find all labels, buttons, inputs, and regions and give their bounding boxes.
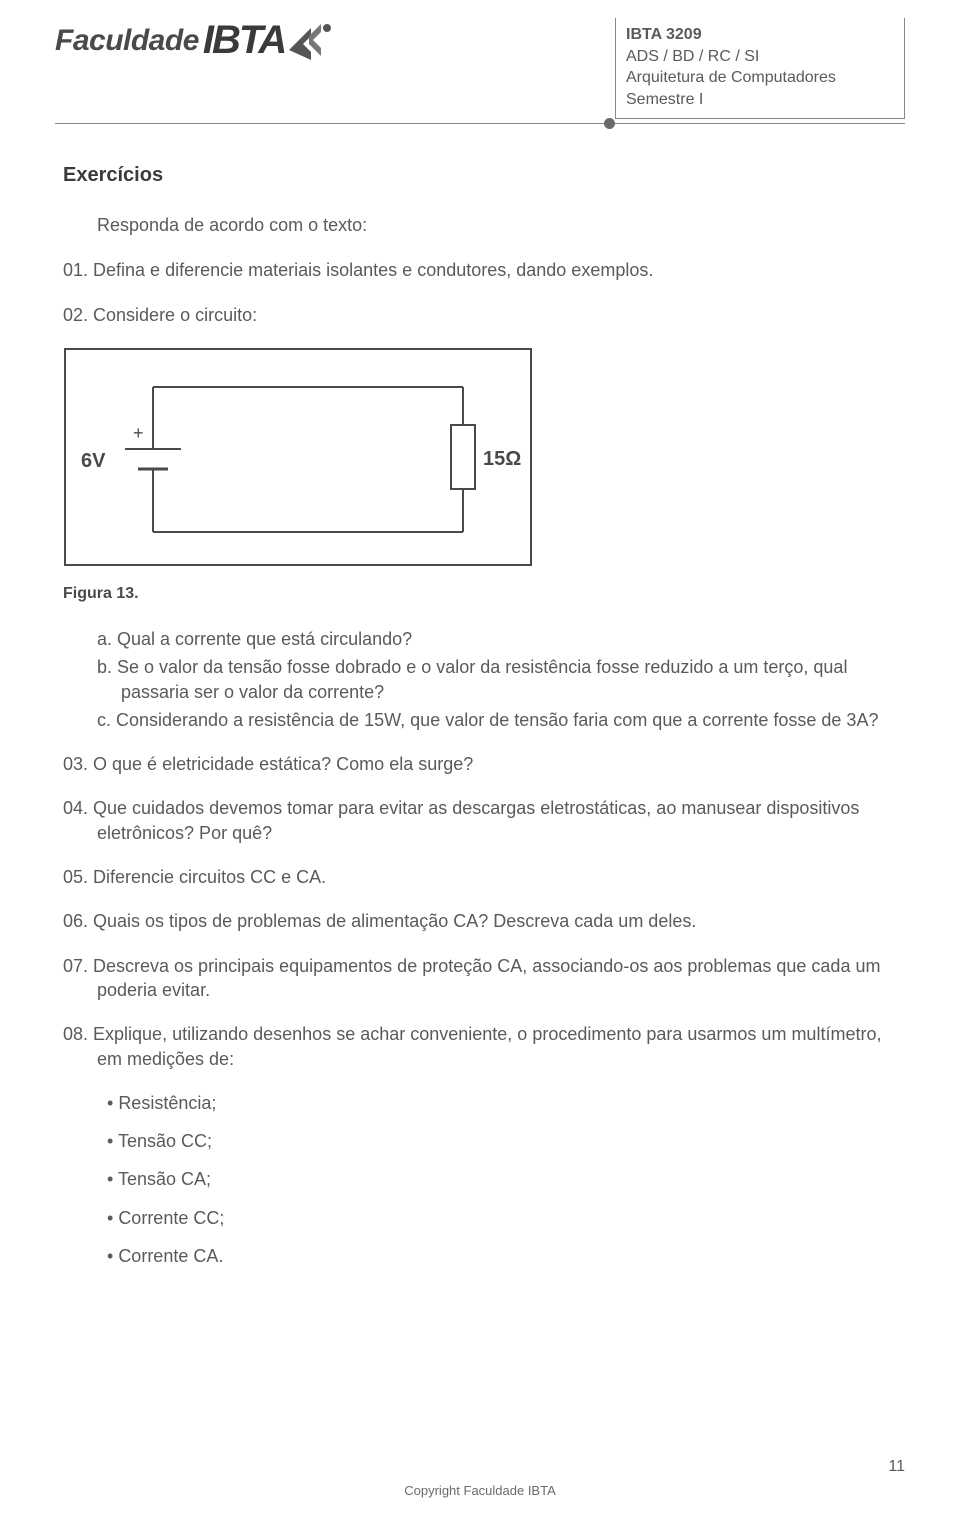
circuit-svg: + 6V 15Ω — [63, 347, 533, 567]
question-08: 08. Explique, utilizando desenhos se ach… — [63, 1022, 905, 1071]
question-01: 01. Defina e diferencie materiais isolan… — [63, 258, 905, 282]
bullet-tensao-ca: Tensão CA; — [107, 1167, 905, 1191]
question-06: 06. Quais os tipos de problemas de alime… — [63, 909, 905, 933]
info-line-1: IBTA 3209 — [626, 24, 894, 46]
question-02c: c. Considerando a resistência de 15W, qu… — [97, 708, 905, 732]
question-08-bullets: Resistência; Tensão CC; Tensão CA; Corre… — [107, 1091, 905, 1268]
question-03: 03. O que é eletricidade estática? Como … — [63, 752, 905, 776]
header: Faculdade IBTA IBTA 3209 ADS / BD / RC /… — [55, 18, 905, 119]
logo-block: Faculdade IBTA — [55, 18, 333, 63]
plus-label: + — [133, 423, 144, 443]
header-info-box: IBTA 3209 ADS / BD / RC / SI Arquitetura… — [615, 18, 905, 119]
question-07: 07. Descreva os principais equipamentos … — [63, 954, 905, 1003]
logo-brand-text: IBTA — [203, 18, 285, 63]
footer-copyright: Copyright Faculdade IBTA — [0, 1483, 960, 1498]
bullet-corrente-ca: Corrente CA. — [107, 1244, 905, 1268]
question-02: 02. Considere o circuito: — [63, 303, 905, 327]
page-root: Faculdade IBTA IBTA 3209 ADS / BD / RC /… — [0, 0, 960, 1322]
figure-caption: Figura 13. — [63, 585, 905, 603]
info-line-4: Semestre I — [626, 89, 894, 111]
info-line-3: Arquitetura de Computadores — [626, 67, 894, 89]
resistance-label: 15Ω — [483, 448, 521, 470]
arrow-icon — [287, 22, 333, 60]
divider-dot-icon — [604, 118, 615, 129]
question-02b: b. Se o valor da tensão fosse dobrado e … — [97, 655, 905, 704]
bullet-corrente-cc: Corrente CC; — [107, 1206, 905, 1230]
circuit-figure: + 6V 15Ω — [63, 347, 905, 567]
info-line-2: ADS / BD / RC / SI — [626, 46, 894, 68]
question-02a: a. Qual a corrente que está circulando? — [97, 627, 905, 651]
page-number: 11 — [888, 1458, 905, 1476]
voltage-label: 6V — [81, 450, 106, 472]
question-04: 04. Que cuidados devemos tomar para evit… — [63, 796, 905, 845]
intro-text: Responda de acordo com o texto: — [97, 215, 905, 236]
logo-word: Faculdade — [55, 24, 199, 58]
question-05: 05. Diferencie circuitos CC e CA. — [63, 865, 905, 889]
header-divider — [55, 123, 905, 124]
bullet-resistencia: Resistência; — [107, 1091, 905, 1115]
bullet-tensao-cc: Tensão CC; — [107, 1129, 905, 1153]
logo-brand-block: IBTA — [203, 18, 333, 63]
question-02-sublist: a. Qual a corrente que está circulando? … — [97, 627, 905, 732]
section-title: Exercícios — [63, 164, 905, 187]
